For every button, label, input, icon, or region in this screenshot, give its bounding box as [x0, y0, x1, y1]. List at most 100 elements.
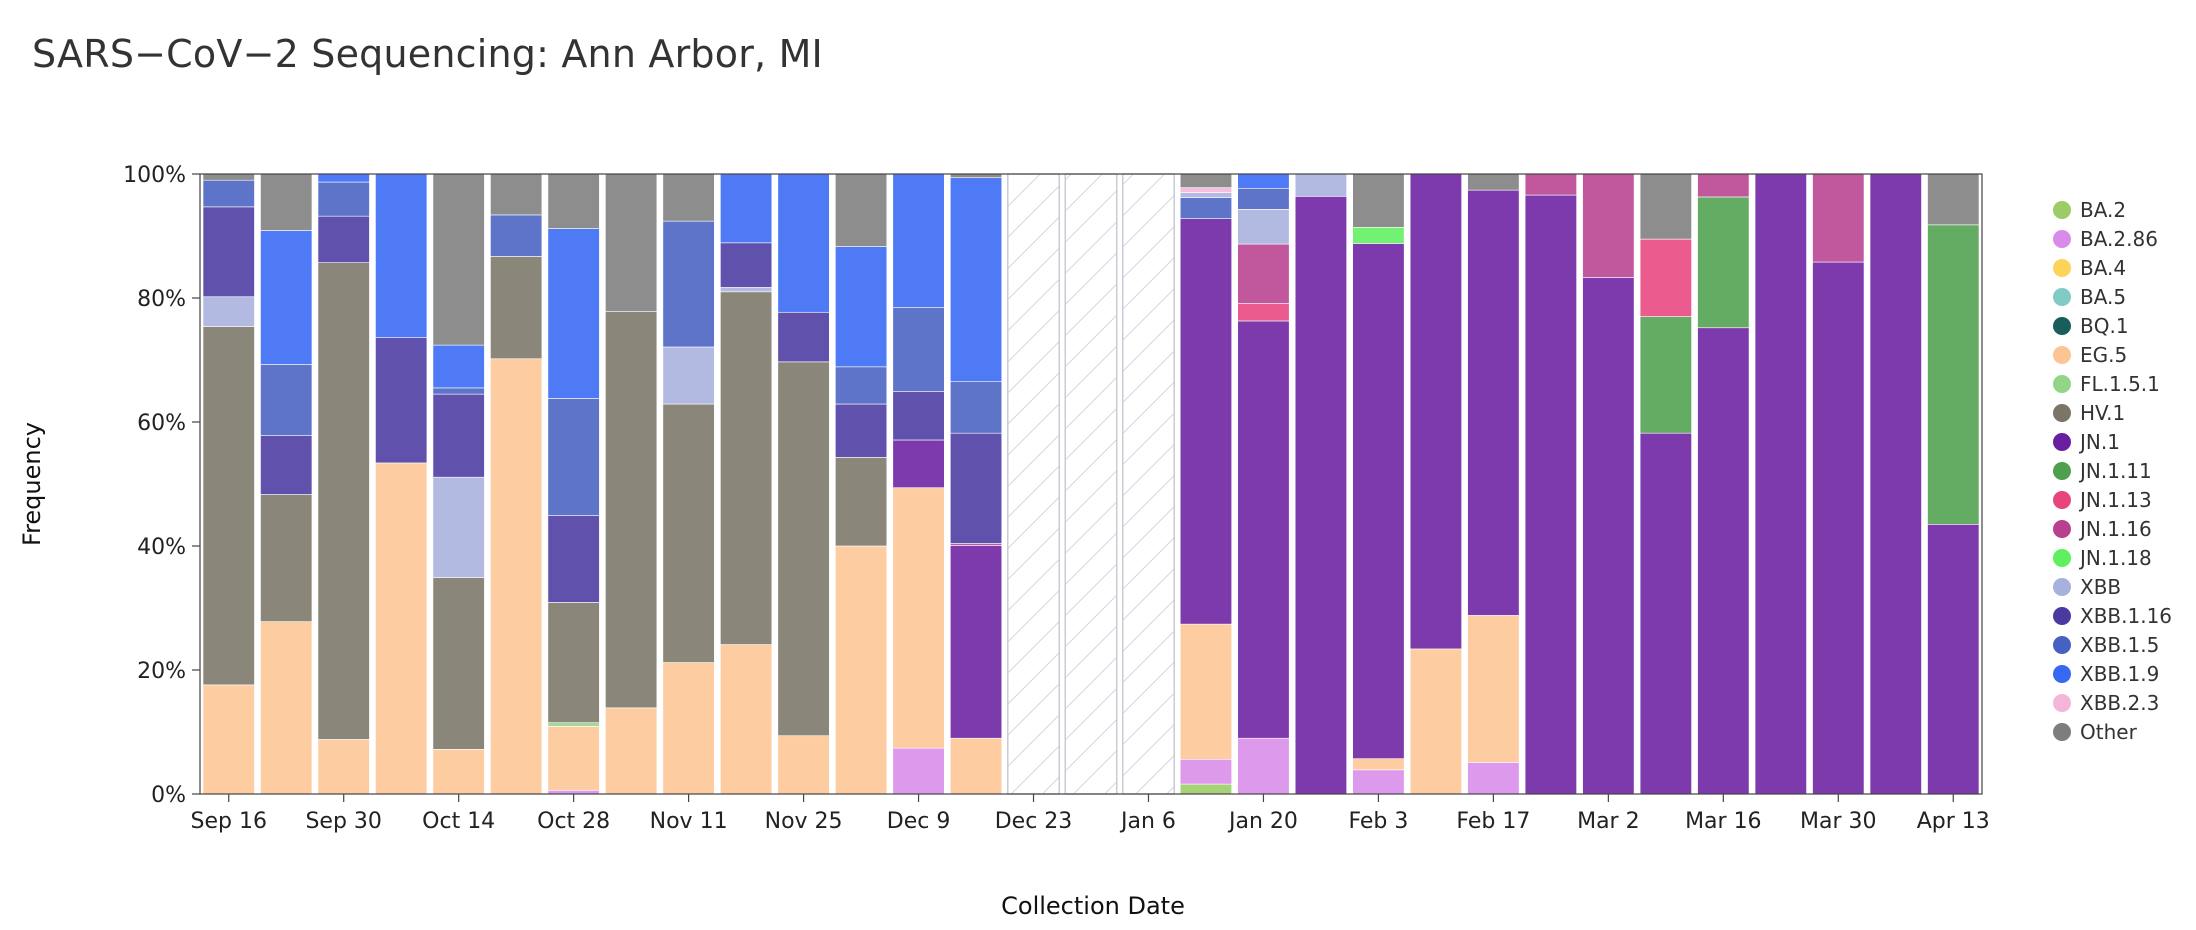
- bar-dec-16: [949, 173, 1003, 795]
- bar-segment-xbb-1-9: [835, 246, 888, 368]
- legend-label: XBB.1.9: [2080, 662, 2159, 686]
- bar-segment-eg-5: [662, 662, 715, 795]
- bar-segment-xbb: [720, 287, 773, 293]
- bar-segment-other: [835, 173, 888, 247]
- bar-segment-xbb: [432, 476, 485, 578]
- no-data-bar: [1007, 173, 1061, 795]
- bar-segment-jn-1: [1179, 218, 1233, 625]
- bar-segment-jn-1-13: [1639, 238, 1692, 317]
- bar-segment-xbb-1-16: [375, 337, 428, 464]
- legend-swatch: [2053, 346, 2071, 364]
- bar-segment-xbb: [1179, 192, 1233, 198]
- bar-segment-xbb-1-5: [662, 220, 715, 348]
- x-tick-label: Jan 6: [1119, 809, 1176, 834]
- bar-segment-xbb-1-16: [720, 242, 773, 288]
- legend-label: BQ.1: [2080, 314, 2129, 338]
- bar-segment-jn-1: [949, 545, 1003, 739]
- legend-label: BA.2.86: [2080, 227, 2158, 251]
- bar-segment-xbb-1-9: [260, 230, 313, 365]
- bar-dec-30: [1064, 173, 1118, 795]
- bar-segment-jn-1: [1524, 194, 1577, 795]
- bar-oct-14: [432, 173, 485, 795]
- bar-segment-jn-1: [1639, 432, 1692, 795]
- legend-swatch: [2053, 404, 2071, 422]
- x-tick-label: Feb 17: [1456, 809, 1530, 834]
- bar-feb-3: [1352, 173, 1405, 795]
- legend-item-ba-2: BA.2: [2053, 198, 2126, 222]
- bar-segment-jn-1: [1467, 189, 1520, 616]
- bar-segment-hv-1: [260, 494, 313, 622]
- bar-segment-xbb-1-16: [547, 515, 600, 603]
- bar-jan-27: [1294, 173, 1347, 795]
- bar-segment-jn-1: [892, 439, 945, 489]
- bar-sep-30: [317, 173, 370, 795]
- legend-item-xbb-2-3: XBB.2.3: [2053, 691, 2159, 715]
- bar-segment-jn-1: [1352, 243, 1405, 759]
- bar-segment-xbb-2-3: [1179, 187, 1233, 193]
- bar-segment-eg-5: [892, 487, 945, 749]
- bar-segment-jn-1-11: [1927, 224, 1980, 525]
- bar-segment-hv-1: [720, 291, 773, 645]
- y-tick-label: 40%: [137, 535, 186, 560]
- legend-item-xbb-1-16: XBB.1.16: [2053, 604, 2172, 628]
- bar-segment-xbb: [1294, 173, 1347, 197]
- legend-item-ba-4: BA.4: [2053, 256, 2126, 280]
- bar-segment-xbb-1-16: [949, 432, 1003, 544]
- legend-swatch: [2053, 230, 2071, 248]
- bar-segment-hv-1: [605, 311, 658, 709]
- legend-item-jn-1-11: JN.1.11: [2053, 459, 2152, 483]
- y-axis: 0% 20% 40% 60% 80% 100%: [123, 163, 200, 808]
- legend-label: JN.1: [2078, 430, 2120, 454]
- legend-item-xbb-1-5: XBB.1.5: [2053, 633, 2159, 657]
- legend-swatch: [2053, 636, 2071, 654]
- bar-segment-xbb-1-5: [835, 366, 888, 405]
- bar-jan-13: [1179, 173, 1233, 795]
- legend-item-fl-1-5-1: FL.1.5.1: [2053, 372, 2160, 396]
- bar-segment-xbb-1-9: [892, 173, 945, 308]
- bar-segment-jn-1: [1582, 277, 1635, 795]
- x-tick-label: Dec 9: [887, 809, 951, 834]
- legend-swatch: [2053, 288, 2071, 306]
- legend-label: JN.1.18: [2078, 546, 2152, 570]
- bar-oct-21: [490, 173, 543, 795]
- bar-feb-17: [1467, 173, 1520, 795]
- bar-segment-jn-1: [1754, 173, 1807, 795]
- bar-segment-other: [432, 173, 485, 346]
- legend-swatch: [2053, 317, 2071, 335]
- x-tick-label: Jan 20: [1227, 809, 1298, 834]
- legend-swatch: [2053, 375, 2071, 393]
- bars-group: [202, 173, 1980, 795]
- bar-segment-hv-1: [662, 403, 715, 663]
- bar-segment-eg-5: [260, 621, 313, 795]
- y-axis-title: Frequency: [18, 422, 46, 546]
- legend-item-eg-5: EG.5: [2053, 343, 2127, 367]
- legend-swatch: [2053, 462, 2071, 480]
- legend-swatch: [2053, 259, 2071, 277]
- bar-segment-ba-2-86: [1237, 737, 1290, 795]
- legend-label: JN.1.11: [2078, 459, 2152, 483]
- bar-segment-jn-1-13: [1237, 303, 1290, 322]
- bar-segment-jn-1-11: [1639, 316, 1692, 434]
- bar-oct-7: [375, 173, 428, 795]
- chart-title: SARS−CoV−2 Sequencing: Ann Arbor, MI: [32, 32, 823, 76]
- bar-segment-jn-1: [1294, 196, 1347, 795]
- bar-segment-other: [1179, 173, 1233, 188]
- x-tick-label: Oct 14: [422, 809, 495, 834]
- bar-nov-18: [720, 173, 773, 795]
- y-tick-label: 100%: [123, 163, 186, 188]
- bar-segment-eg-5: [949, 737, 1003, 795]
- x-tick-label: Oct 28: [537, 809, 610, 834]
- legend-label: EG.5: [2080, 343, 2127, 367]
- bar-segment-jn-1-18: [1352, 227, 1405, 244]
- bar-mar-23: [1754, 173, 1807, 795]
- bar-segment-xbb-1-9: [375, 173, 428, 338]
- bar-segment-xbb-1-9: [1237, 173, 1290, 189]
- bar-segment-xbb-1-16: [835, 403, 888, 458]
- bar-segment-eg-5: [317, 739, 370, 795]
- x-tick-label: Mar 30: [1800, 809, 1877, 834]
- legend-label: XBB.1.5: [2080, 633, 2159, 657]
- bar-jan-20: [1237, 173, 1290, 795]
- bar-segment-eg-5: [432, 749, 485, 795]
- legend-label: BA.2: [2080, 198, 2126, 222]
